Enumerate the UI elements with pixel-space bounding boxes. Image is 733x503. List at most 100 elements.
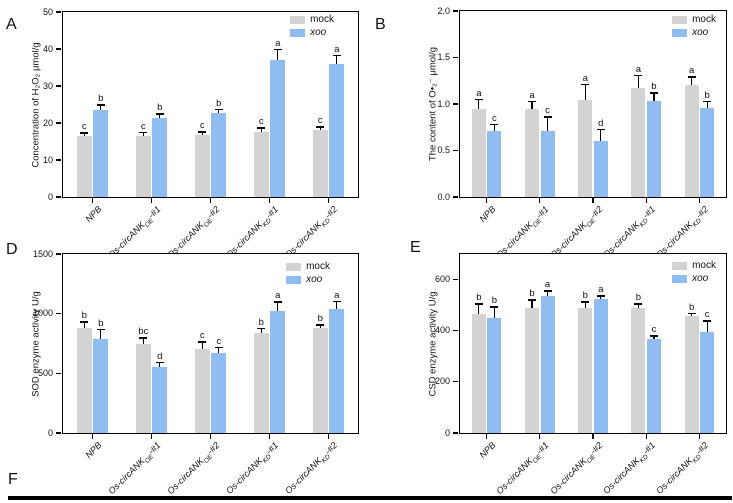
significance-letter: b bbox=[98, 317, 104, 329]
legend-label: xoo bbox=[692, 273, 709, 284]
bar-mock bbox=[684, 85, 699, 197]
error-bar bbox=[142, 338, 144, 344]
legend-swatch-mock bbox=[290, 15, 306, 24]
panel-label-b: B bbox=[375, 16, 386, 33]
x-axis-tick-label: Os-circANKKD-#1 bbox=[601, 440, 658, 496]
legend-label: xoo bbox=[310, 27, 327, 38]
panel-label-d: D bbox=[6, 241, 18, 258]
legend-label: xoo bbox=[306, 274, 323, 285]
error-bar-cap bbox=[649, 92, 658, 94]
y-axis-tick-label: 1.0 bbox=[437, 98, 450, 109]
legend-item-xoo: xoo bbox=[672, 27, 716, 38]
significance-letter: c bbox=[317, 115, 323, 127]
significance-letter: b bbox=[81, 310, 87, 322]
panel-f-top-border bbox=[8, 496, 732, 500]
error-bar bbox=[201, 132, 203, 135]
error-bar-cap bbox=[687, 76, 696, 78]
panel-label-f: F bbox=[8, 471, 18, 488]
error-bar-cap bbox=[581, 301, 590, 303]
significance-letter: c bbox=[140, 120, 146, 132]
bar-mock bbox=[76, 135, 92, 197]
y-axis-title: The content of O•₂⁻ μmol/g bbox=[427, 46, 439, 162]
error-bar-cap bbox=[490, 123, 499, 126]
bar-mock bbox=[631, 88, 646, 197]
error-bar-cap bbox=[316, 126, 325, 128]
error-bar bbox=[277, 302, 279, 312]
x-axis-tick bbox=[91, 434, 94, 439]
x-axis-tick bbox=[539, 198, 541, 203]
significance-letter: a bbox=[544, 279, 551, 291]
significance-letter: c bbox=[651, 324, 657, 336]
error-bar bbox=[531, 102, 533, 109]
significance-letter: d bbox=[598, 117, 604, 129]
bar-xoo bbox=[329, 63, 345, 197]
bar-xoo bbox=[487, 130, 502, 197]
x-axis-tick bbox=[150, 198, 153, 203]
y-axis-tick bbox=[56, 48, 61, 50]
y-axis-tick-label: 10 bbox=[42, 154, 53, 165]
error-bar-cap bbox=[80, 321, 89, 323]
x-axis-tick bbox=[486, 198, 488, 203]
y-axis-tick-label: 1500 bbox=[32, 248, 53, 259]
bar-xoo bbox=[329, 308, 345, 433]
error-bar bbox=[691, 77, 693, 86]
y-axis-tick-label: 0 bbox=[47, 191, 53, 202]
error-bar-cap bbox=[649, 335, 658, 337]
error-bar-cap bbox=[96, 104, 105, 106]
error-bar-cap bbox=[581, 83, 590, 86]
bar-mock bbox=[631, 308, 646, 433]
bar-mock bbox=[525, 308, 540, 433]
error-bar-cap bbox=[139, 337, 148, 339]
y-axis-tick bbox=[56, 372, 61, 374]
significance-letter: b bbox=[476, 292, 482, 304]
x-axis-tick bbox=[268, 434, 271, 439]
y-axis-tick-label: 30 bbox=[42, 80, 53, 91]
significance-letter: b bbox=[157, 102, 163, 114]
y-axis-tick-label: 500 bbox=[37, 367, 53, 378]
bar-mock bbox=[578, 100, 593, 197]
significance-letter: b bbox=[317, 313, 323, 325]
error-bar-cap bbox=[687, 312, 696, 315]
y-axis-tick bbox=[56, 313, 61, 315]
chart-panel-e: 0 200 400 600 CSD enzyme activity U/g b b b b b b a… bbox=[428, 253, 727, 496]
error-bar-cap bbox=[528, 100, 537, 103]
error-bar bbox=[83, 322, 85, 328]
x-axis-tick bbox=[486, 434, 488, 439]
significance-letter: b bbox=[491, 295, 497, 307]
x-axis-tick bbox=[592, 198, 594, 203]
error-bar-cap bbox=[316, 324, 325, 326]
error-bar-cap bbox=[257, 327, 266, 330]
bar-xoo bbox=[152, 118, 168, 197]
error-bar bbox=[142, 133, 144, 136]
error-bar bbox=[83, 133, 85, 136]
x-axis-tick-label: NPB bbox=[83, 204, 104, 225]
legend-item-mock: mock bbox=[672, 14, 716, 25]
bar-xoo bbox=[540, 130, 555, 197]
y-axis-tick-label: 20 bbox=[42, 117, 53, 128]
bar-mock bbox=[194, 134, 210, 197]
error-bar-cap bbox=[332, 54, 341, 57]
error-bar bbox=[478, 100, 480, 109]
x-axis-tick-label: NPB bbox=[477, 204, 498, 225]
significance-letter: b bbox=[529, 288, 535, 300]
error-bar-cap bbox=[155, 113, 164, 115]
error-bar-cap bbox=[273, 48, 282, 51]
y-axis-tick bbox=[56, 85, 61, 87]
bar-xoo bbox=[270, 59, 286, 197]
y-axis-tick bbox=[56, 11, 61, 13]
bar-mock bbox=[312, 130, 328, 197]
significance-letter: b bbox=[582, 290, 588, 302]
bar-xoo bbox=[93, 339, 109, 433]
error-bar bbox=[493, 307, 495, 318]
error-bar bbox=[691, 314, 693, 317]
legend: mock xoo bbox=[290, 14, 334, 38]
bar-xoo bbox=[646, 101, 661, 197]
bar-xoo bbox=[646, 338, 661, 433]
significance-letter: b bbox=[258, 316, 264, 328]
significance-letter: d bbox=[157, 350, 163, 362]
y-axis-tick-label: 2.0 bbox=[437, 5, 450, 16]
error-bar bbox=[637, 76, 640, 89]
bar-xoo bbox=[700, 331, 715, 433]
error-bar bbox=[584, 302, 586, 309]
